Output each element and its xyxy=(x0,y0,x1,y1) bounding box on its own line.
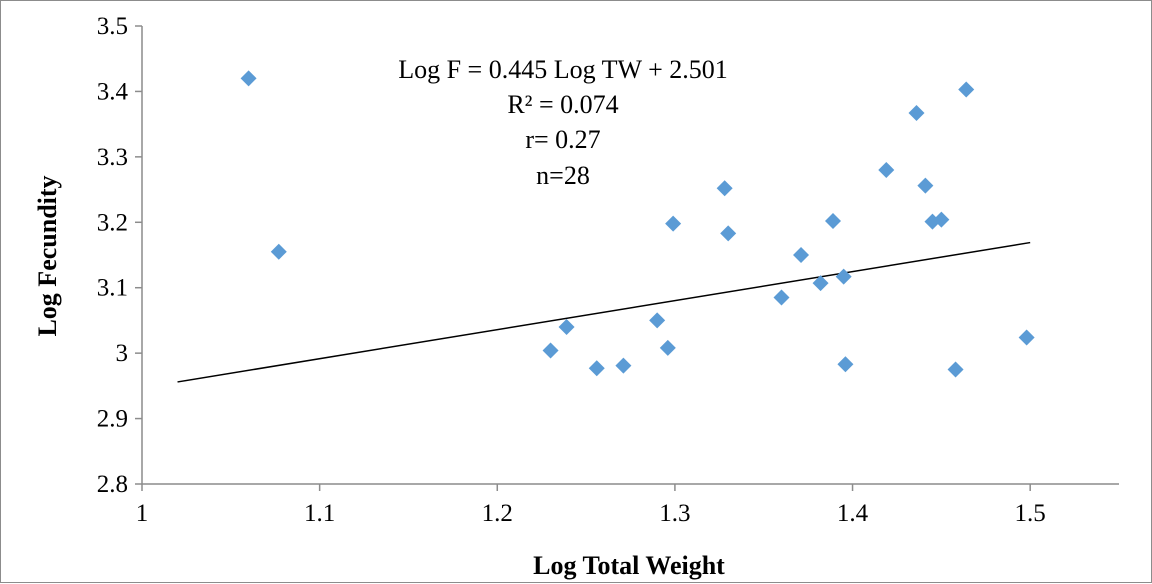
x-tick-label: 1.3 xyxy=(659,500,690,527)
equation-annotation: Log F = 0.445 Log TW + 2.501 R² = 0.074 … xyxy=(398,55,728,190)
y-tick-label: 3.4 xyxy=(97,78,129,105)
data-point xyxy=(1018,329,1035,346)
data-point xyxy=(716,180,733,197)
y-tick-label: 2.9 xyxy=(97,406,128,433)
data-point xyxy=(793,247,810,263)
r-squared-text: R² = 0.074 xyxy=(507,90,618,119)
x-tick-label: 1.4 xyxy=(837,500,869,527)
n-value-text: n=28 xyxy=(536,161,590,190)
data-point xyxy=(240,70,257,87)
data-point xyxy=(270,243,287,260)
y-tick-label: 3.3 xyxy=(97,144,128,171)
data-point xyxy=(542,342,559,359)
x-tick-label: 1 xyxy=(136,500,149,527)
data-point xyxy=(958,81,975,98)
data-point xyxy=(837,356,854,373)
y-tick-label: 3.5 xyxy=(97,13,128,40)
y-tick-label: 2.8 xyxy=(97,471,128,498)
x-tick-label: 1.5 xyxy=(1015,500,1046,527)
trendline xyxy=(177,241,1031,383)
x-tick-label: 1.2 xyxy=(482,500,513,527)
data-point xyxy=(558,318,575,335)
x-tick-group: 1 1.1 1.2 1.3 1.4 1.5 xyxy=(136,484,1046,527)
data-point xyxy=(908,105,925,122)
x-tick-label: 1.1 xyxy=(304,500,335,527)
data-point xyxy=(665,215,682,232)
equation-text: Log F = 0.445 Log TW + 2.501 xyxy=(398,55,728,84)
x-axis-title: Log Total Weight xyxy=(533,551,725,580)
y-tick-label: 3.2 xyxy=(97,209,128,236)
data-point xyxy=(588,360,605,377)
y-tick-label: 3.1 xyxy=(97,275,128,302)
data-point xyxy=(947,361,964,378)
data-point xyxy=(615,357,632,374)
data-point xyxy=(878,161,895,178)
y-tick-group: 2.8 2.9 3 3.1 3.2 3.3 3.4 3.5 xyxy=(97,13,142,498)
y-axis-title: Log Fecundity xyxy=(33,175,62,336)
data-point xyxy=(812,275,829,292)
data-point xyxy=(659,339,676,356)
data-point xyxy=(835,268,852,285)
data-point xyxy=(720,225,737,242)
data-point xyxy=(773,289,790,306)
r-value-text: r= 0.27 xyxy=(525,125,600,154)
data-point xyxy=(917,177,934,194)
data-point xyxy=(649,312,666,329)
data-point xyxy=(825,212,842,229)
data-point xyxy=(933,211,950,228)
y-tick-label: 3 xyxy=(116,340,129,367)
data-points xyxy=(240,70,1035,378)
plot-area: 2.8 2.9 3 3.1 3.2 3.3 3.4 3.5 1 1.1 1.2 1.3 1.4 1.5 xyxy=(97,13,1119,527)
